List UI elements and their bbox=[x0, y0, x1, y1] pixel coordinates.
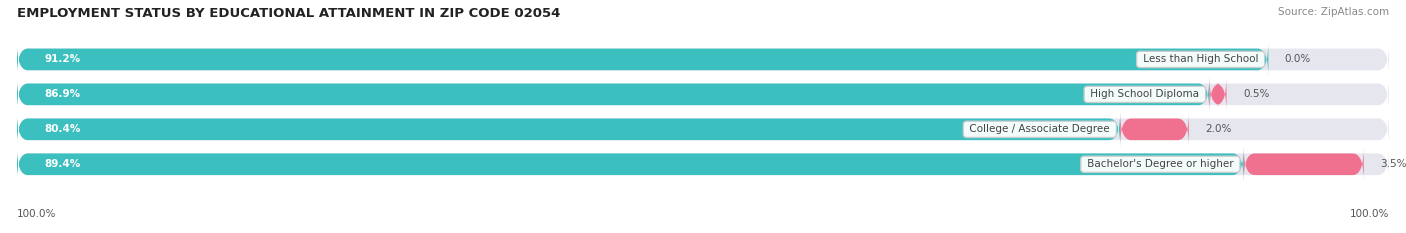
Text: 100.0%: 100.0% bbox=[1350, 209, 1389, 219]
FancyBboxPatch shape bbox=[17, 77, 1209, 112]
Text: Source: ZipAtlas.com: Source: ZipAtlas.com bbox=[1278, 7, 1389, 17]
FancyBboxPatch shape bbox=[17, 77, 1389, 112]
Text: College / Associate Degree: College / Associate Degree bbox=[966, 124, 1114, 134]
Text: Less than High School: Less than High School bbox=[1140, 55, 1261, 64]
FancyBboxPatch shape bbox=[17, 112, 1121, 147]
FancyBboxPatch shape bbox=[17, 147, 1244, 182]
FancyBboxPatch shape bbox=[17, 147, 1389, 182]
Text: 3.5%: 3.5% bbox=[1381, 159, 1406, 169]
Text: 86.9%: 86.9% bbox=[45, 89, 80, 99]
Text: 91.2%: 91.2% bbox=[45, 55, 80, 64]
FancyBboxPatch shape bbox=[1209, 77, 1226, 112]
FancyBboxPatch shape bbox=[17, 112, 1389, 147]
Text: Bachelor's Degree or higher: Bachelor's Degree or higher bbox=[1084, 159, 1237, 169]
FancyBboxPatch shape bbox=[17, 42, 1268, 76]
Text: EMPLOYMENT STATUS BY EDUCATIONAL ATTAINMENT IN ZIP CODE 02054: EMPLOYMENT STATUS BY EDUCATIONAL ATTAINM… bbox=[17, 7, 560, 20]
Text: 2.0%: 2.0% bbox=[1205, 124, 1232, 134]
Text: 0.0%: 0.0% bbox=[1285, 55, 1310, 64]
FancyBboxPatch shape bbox=[17, 42, 1389, 76]
Text: 0.5%: 0.5% bbox=[1243, 89, 1270, 99]
Text: 100.0%: 100.0% bbox=[17, 209, 56, 219]
Legend: In Labor Force, Unemployed: In Labor Force, Unemployed bbox=[598, 230, 808, 233]
Text: 80.4%: 80.4% bbox=[45, 124, 80, 134]
FancyBboxPatch shape bbox=[1121, 112, 1189, 147]
FancyBboxPatch shape bbox=[1244, 147, 1364, 182]
Text: High School Diploma: High School Diploma bbox=[1087, 89, 1202, 99]
Text: 89.4%: 89.4% bbox=[45, 159, 80, 169]
